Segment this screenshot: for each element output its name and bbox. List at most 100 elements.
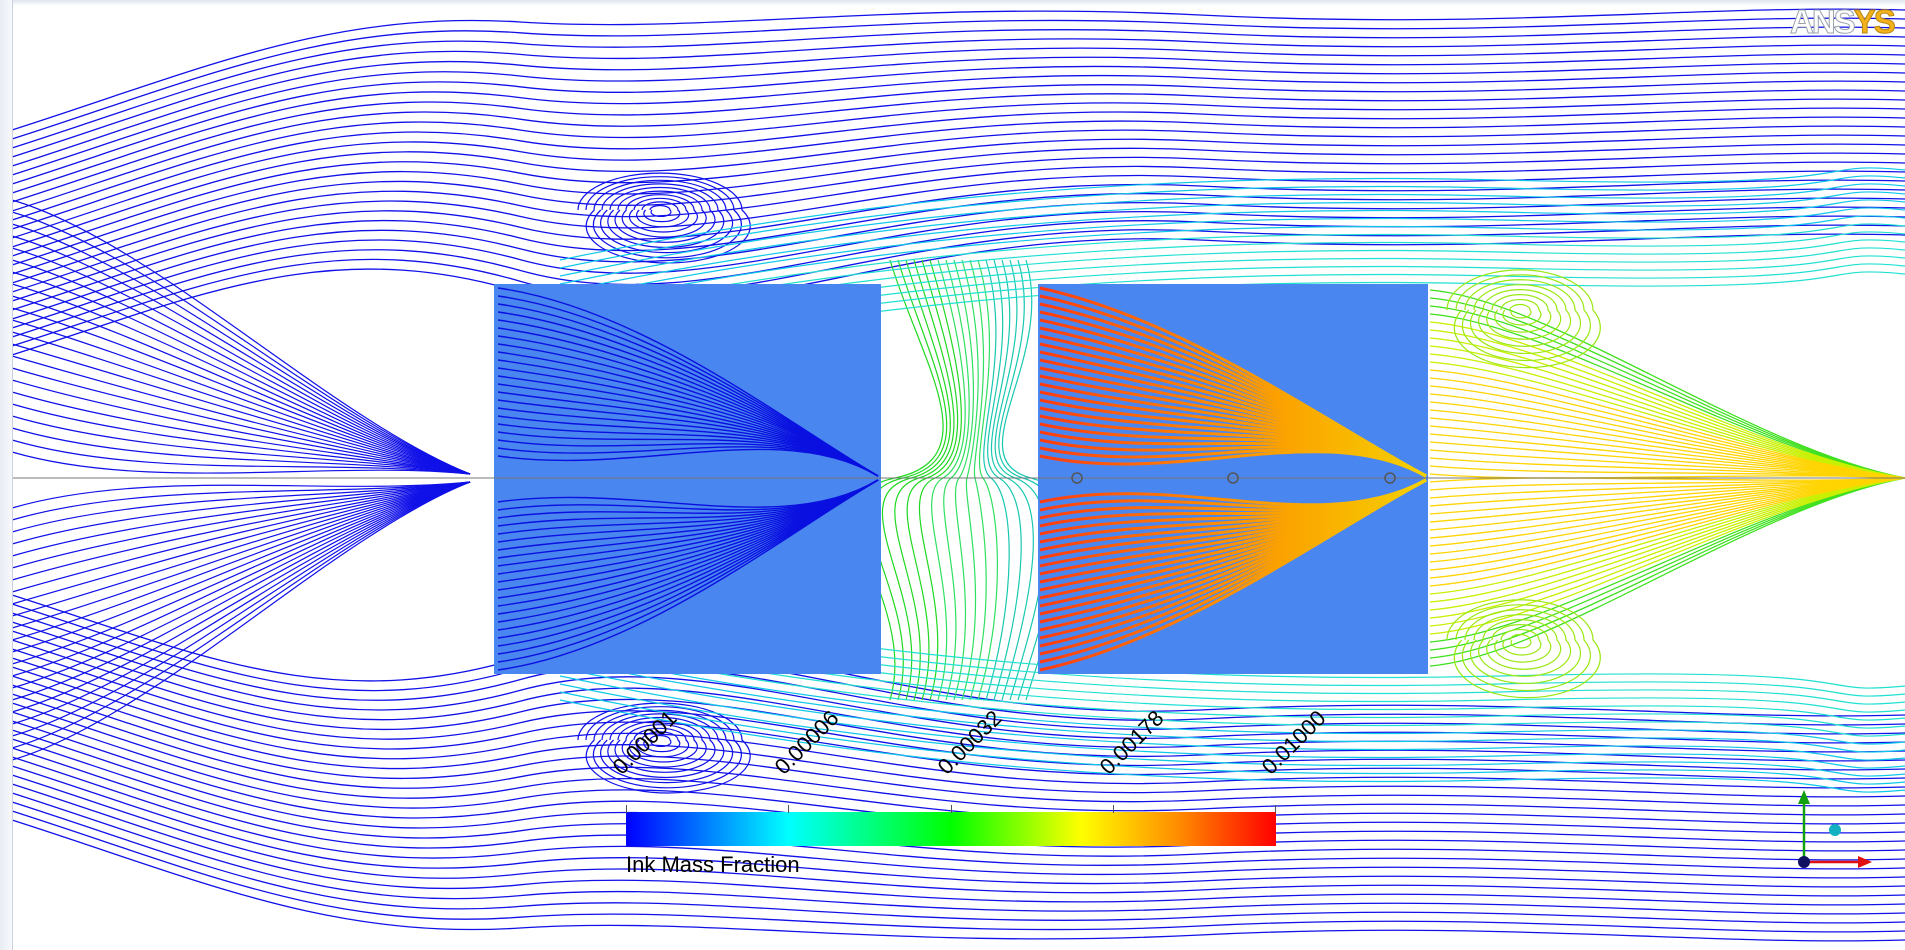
streamline xyxy=(11,792,1905,915)
legend-tick xyxy=(1113,805,1114,813)
streamline xyxy=(11,684,1905,807)
streamline xyxy=(609,186,716,243)
streamline xyxy=(11,199,471,475)
streamline xyxy=(11,481,471,521)
streamline xyxy=(11,307,471,475)
streamline xyxy=(11,481,471,629)
streamline xyxy=(11,594,1905,717)
streamline xyxy=(559,183,1905,277)
streamline xyxy=(601,183,725,249)
streamline xyxy=(559,231,1905,325)
streamline xyxy=(559,667,1905,761)
streamline xyxy=(11,161,1905,284)
streamline xyxy=(1429,377,1905,479)
streamline xyxy=(11,481,471,605)
streamline xyxy=(593,179,734,254)
color-legend[interactable]: 0.00001 0.00006 0.00032 0.00178 0.01000 … xyxy=(608,700,1331,890)
streamline xyxy=(11,481,471,653)
streamline xyxy=(11,481,471,725)
streamline xyxy=(11,675,1905,798)
streamline xyxy=(593,709,734,784)
streamline xyxy=(559,207,1905,301)
streamline xyxy=(11,481,471,581)
streamline xyxy=(11,451,471,475)
streamline xyxy=(11,481,471,533)
streamline xyxy=(11,481,471,545)
streamline xyxy=(1429,477,1905,603)
streamline xyxy=(11,35,1905,158)
streamline xyxy=(1429,477,1905,643)
z-axis-dot xyxy=(1829,824,1841,836)
streamline xyxy=(1500,628,1542,656)
streamline xyxy=(11,355,471,475)
streamline xyxy=(1429,345,1905,479)
streamline xyxy=(11,331,471,475)
streamline xyxy=(11,711,1905,834)
probe-point xyxy=(1071,472,1083,484)
streamline xyxy=(585,706,742,789)
streamline xyxy=(11,481,471,617)
axis-triad[interactable] xyxy=(1790,790,1905,870)
streamline xyxy=(1429,465,1905,479)
legend-tick xyxy=(788,805,789,813)
streamline xyxy=(11,391,471,475)
x-axis-arrowhead xyxy=(1858,856,1872,868)
streamline xyxy=(11,98,1905,221)
streamline xyxy=(1429,477,1905,651)
streamline xyxy=(11,295,471,475)
streamline xyxy=(11,179,1905,302)
streamline xyxy=(1429,385,1905,479)
streamline xyxy=(559,643,1905,737)
probe-point xyxy=(1384,472,1396,484)
streamline xyxy=(625,724,698,763)
streamline xyxy=(1429,313,1905,479)
streamline xyxy=(11,319,471,475)
legend-tick-label: 0.00032 xyxy=(932,705,1007,780)
legend-color-bar xyxy=(626,812,1276,846)
streamline xyxy=(1429,329,1905,479)
streamline xyxy=(1429,297,1905,479)
streamline xyxy=(11,343,471,475)
streamline xyxy=(1429,305,1905,479)
streamline xyxy=(11,283,471,475)
window-top-edge xyxy=(0,0,1905,6)
streamline xyxy=(1429,477,1905,579)
streamline xyxy=(11,481,471,593)
streamline xyxy=(11,801,1905,924)
streamline xyxy=(11,259,471,475)
streamline xyxy=(11,107,1905,230)
streamline xyxy=(1491,294,1552,333)
streamline xyxy=(11,481,471,761)
streamline xyxy=(1429,393,1905,479)
streamline xyxy=(11,80,1905,203)
streamline xyxy=(641,201,681,223)
streamline xyxy=(869,259,948,701)
streamline xyxy=(11,403,471,475)
right-block-streamlines xyxy=(1039,286,1427,672)
streamline xyxy=(11,657,1905,780)
streamline xyxy=(11,621,1905,744)
streamline xyxy=(559,699,1905,793)
streamline xyxy=(1429,441,1905,479)
streamline xyxy=(1429,477,1905,563)
streamline xyxy=(1429,477,1905,555)
streamline xyxy=(11,747,1905,870)
streamline xyxy=(649,204,672,218)
streamline xyxy=(1429,477,1905,667)
streamline xyxy=(1482,289,1562,340)
streamline xyxy=(1429,477,1905,507)
streamline xyxy=(11,89,1905,212)
outer-streamlines xyxy=(11,8,1905,942)
streamline xyxy=(559,175,1905,269)
streamline xyxy=(601,713,725,779)
streamline xyxy=(497,448,879,477)
streamline xyxy=(11,197,1905,320)
triad-origin xyxy=(1798,856,1810,868)
streamline xyxy=(1429,457,1905,479)
legend-tick xyxy=(951,805,952,813)
streamline xyxy=(1464,609,1582,685)
streamline xyxy=(11,367,471,475)
streamline xyxy=(1429,369,1905,479)
